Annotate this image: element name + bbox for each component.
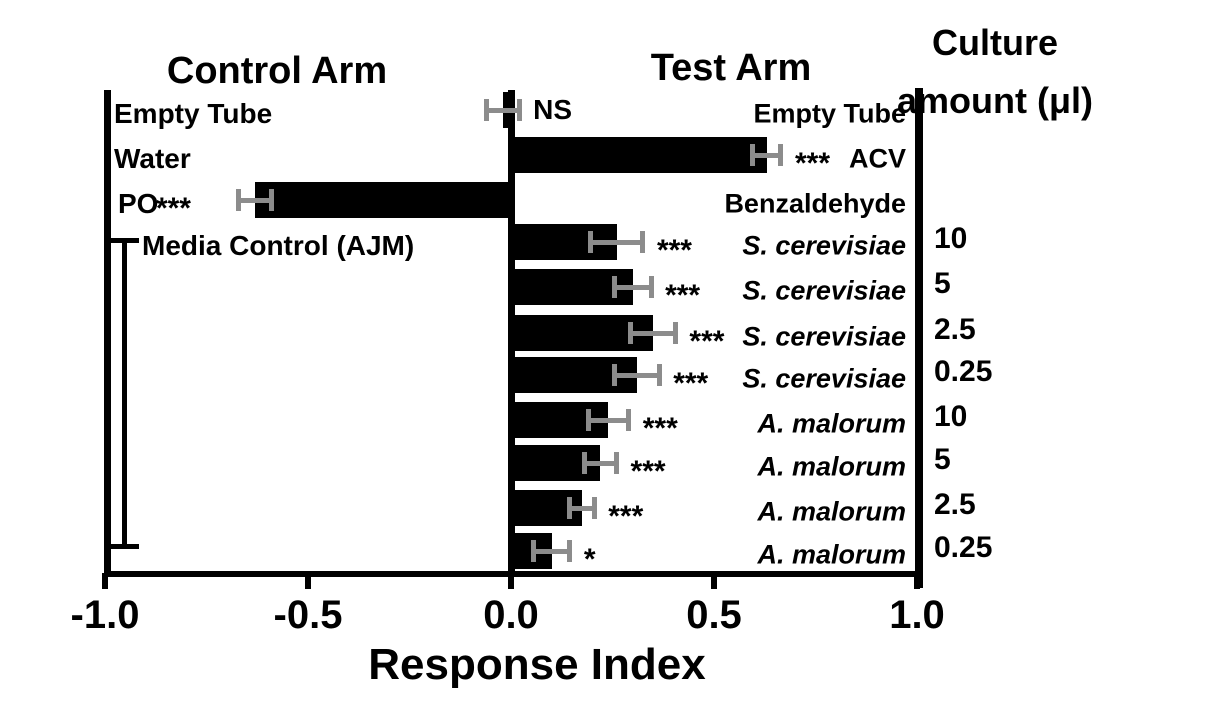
error-bar-cap [581, 452, 587, 474]
significance-label: *** [794, 147, 831, 180]
row-right-label: S. cerevisiae [742, 321, 906, 352]
x-axis-tick-label: 1.0 [889, 593, 945, 637]
error-bar [752, 152, 781, 158]
row-left-label: Media Control (AJM) [142, 230, 415, 261]
error-bar-cap [484, 99, 490, 121]
error-bar-cap [626, 409, 632, 431]
culture-amount-value: 0.25 [934, 531, 993, 564]
significance-label: NS [533, 94, 573, 125]
error-bar-cap [591, 497, 597, 519]
x-axis-tick-label: 0.5 [686, 593, 742, 637]
row-right-label: S. cerevisiae [742, 275, 906, 306]
row-right-label: S. cerevisiae [742, 230, 906, 261]
error-bar-cap [656, 364, 662, 386]
significance-label: *** [689, 325, 725, 358]
control-arm-title: Control Arm [166, 50, 388, 92]
x-axis-tick [914, 573, 920, 589]
error-bar-cap [672, 322, 678, 344]
row-right-label: S. cerevisiae [742, 363, 906, 394]
error-bar-cap [268, 189, 274, 211]
error-bar [614, 372, 660, 378]
significance-label: *** [155, 192, 191, 225]
culture-amount-value: 2.5 [934, 488, 976, 521]
error-bar-cap [648, 276, 654, 298]
bar [511, 137, 767, 173]
x-axis-tick [102, 573, 108, 589]
bar [255, 182, 511, 218]
significance-label: * [583, 543, 596, 576]
row-right-label: A. malorum [757, 451, 906, 482]
row-right-label: Empty Tube [753, 98, 906, 129]
row-right-label: ACV [848, 143, 906, 174]
error-bar-cap [530, 540, 536, 562]
x-axis-title: Response Index [368, 640, 706, 689]
error-bar [590, 239, 643, 245]
x-axis-tick-label: -1.0 [70, 593, 140, 637]
row-right-label: A. malorum [757, 496, 906, 527]
row-right-label: Benzaldehyde [724, 188, 906, 219]
significance-label: *** [630, 455, 666, 488]
error-bar-cap [585, 409, 591, 431]
test-arm-title: Test Arm [650, 47, 812, 89]
culture-amount-value: 10 [934, 400, 968, 433]
error-bar-cap [640, 231, 646, 253]
error-bar [630, 330, 676, 336]
x-axis-tick [508, 573, 514, 589]
media-control-bracket-bottom-cap [109, 544, 139, 549]
significance-label: *** [642, 412, 678, 445]
culture-amount-value: 5 [934, 443, 951, 476]
culture-amount-header-line2: amount (μl) [897, 79, 1093, 121]
error-bar-cap [612, 276, 618, 298]
error-bar-cap [516, 99, 522, 121]
culture-amount-value: 0.25 [934, 355, 993, 388]
error-bar [533, 548, 570, 554]
culture-amount-value: 2.5 [934, 313, 976, 346]
row-left-label: Water [114, 143, 191, 174]
error-bar-cap [614, 452, 620, 474]
row-left-label: Empty Tube [114, 98, 273, 129]
culture-amount-value: 10 [934, 222, 968, 255]
error-bar-cap [778, 144, 784, 166]
significance-label: *** [608, 500, 644, 533]
y-axis-line [104, 90, 111, 577]
x-axis-tick [711, 573, 717, 589]
error-bar-cap [628, 322, 634, 344]
x-axis-tick-label: 0.0 [483, 593, 539, 637]
media-control-bracket-top-cap [109, 238, 139, 243]
error-bar-cap [236, 189, 242, 211]
row-right-label: A. malorum [757, 408, 906, 439]
media-control-bracket-line [122, 240, 127, 548]
error-bar [238, 197, 272, 203]
error-bar [569, 505, 595, 511]
error-bar [584, 460, 617, 466]
culture-amount-value: 5 [934, 267, 951, 300]
culture-amount-header: Culture amount (μl) [897, 14, 1093, 129]
error-bar-cap [750, 144, 756, 166]
culture-amount-header-line1: Culture [932, 22, 1058, 63]
error-bar-cap [612, 364, 618, 386]
error-bar [614, 284, 652, 290]
significance-label: *** [656, 234, 692, 267]
significance-label: *** [673, 367, 709, 400]
error-bar-cap [567, 540, 573, 562]
error-bar [588, 417, 629, 423]
significance-label: *** [665, 279, 701, 312]
error-bar-cap [567, 497, 573, 519]
x-axis-tick [305, 573, 311, 589]
error-bar-cap [587, 231, 593, 253]
culture-column-separator [915, 88, 923, 588]
row-left-label: PO [118, 188, 159, 219]
x-axis-tick-label: -0.5 [273, 593, 343, 637]
row-right-label: A. malorum [757, 539, 906, 570]
error-bar [486, 107, 520, 113]
